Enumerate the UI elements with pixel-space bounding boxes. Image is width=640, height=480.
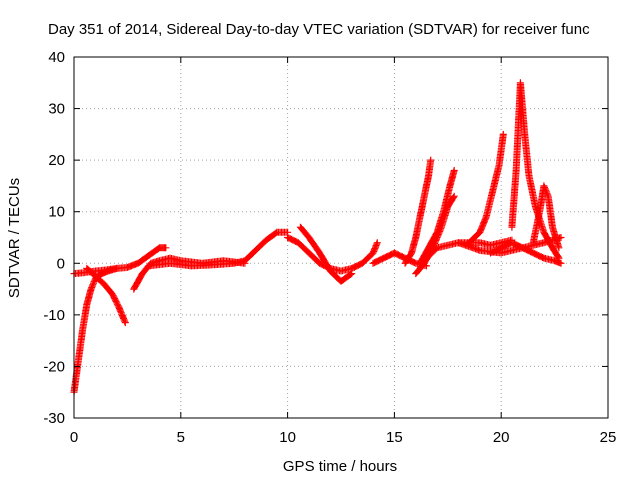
y-tick-label: 30 xyxy=(48,101,65,118)
series-track-f xyxy=(296,223,356,285)
data-markers xyxy=(70,264,121,396)
y-tick-label: -20 xyxy=(43,358,65,375)
data-markers xyxy=(508,79,563,262)
series-track-q xyxy=(487,239,565,267)
y-axis-label: SDTVAR / TECUs xyxy=(6,178,23,298)
data-markers xyxy=(401,156,435,267)
series-track-a xyxy=(70,264,121,396)
x-tick-label: 25 xyxy=(600,429,617,446)
data-markers xyxy=(487,239,565,267)
y-tick-label: 10 xyxy=(48,204,65,221)
data-markers xyxy=(296,223,356,285)
series-track-b xyxy=(70,244,170,278)
series-track-i xyxy=(401,156,435,267)
data-markers xyxy=(70,244,170,278)
y-tick-label: 40 xyxy=(48,49,65,66)
data-markers xyxy=(83,264,129,327)
data-markers xyxy=(145,228,292,270)
x-axis-label: GPS time / hours xyxy=(283,458,397,475)
data-markers xyxy=(465,130,507,247)
series-track-g xyxy=(284,234,381,275)
x-tick-label: 10 xyxy=(279,429,296,446)
series-track-c xyxy=(83,264,129,327)
x-tick-label: 20 xyxy=(493,429,510,446)
y-tick-label: -10 xyxy=(43,307,65,324)
x-tick-label: 5 xyxy=(177,429,185,446)
grid-lines xyxy=(74,57,608,418)
y-tick-label: 0 xyxy=(57,255,65,272)
plot-frame xyxy=(73,56,609,419)
series-track-e xyxy=(145,228,292,270)
data-markers xyxy=(284,234,381,275)
x-tick-label: 15 xyxy=(386,429,403,446)
axis-ticks: 0 5 10 15 20 25 -30 -20 -10 0 10 20 30 40 xyxy=(43,49,616,446)
series-track-m xyxy=(465,130,507,247)
data-series xyxy=(70,79,565,396)
chart-title: Day 351 of 2014, Sidereal Day-to-day VTE… xyxy=(48,21,590,38)
data-markers xyxy=(416,167,458,267)
series-track-n xyxy=(508,79,563,262)
y-tick-label: -30 xyxy=(43,410,65,427)
y-tick-label: 20 xyxy=(48,152,65,169)
series-track-k xyxy=(416,167,458,267)
x-tick-label: 0 xyxy=(70,429,78,446)
